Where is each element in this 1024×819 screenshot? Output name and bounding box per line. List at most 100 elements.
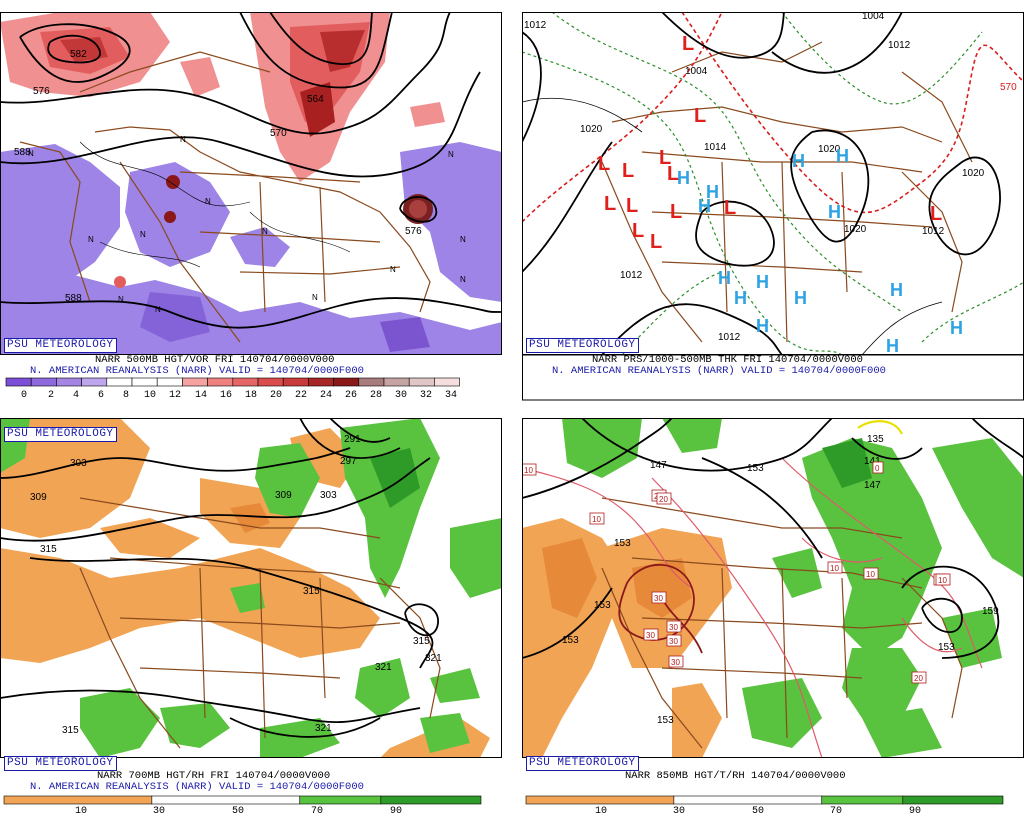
- vorticity-center-mark: N: [262, 227, 268, 236]
- colorbar-tick: 30: [672, 806, 686, 817]
- map-title: NARR 700MB HGT/RH FRI 140704/0000V000: [97, 770, 331, 782]
- colorbar-segment: [383, 377, 410, 387]
- isobar-label: 1014: [704, 142, 727, 153]
- contour-label: 564: [307, 94, 324, 105]
- temp-label: 20: [914, 674, 923, 683]
- contour-label: 576: [33, 86, 50, 97]
- colorbar-tick: 32: [419, 390, 433, 401]
- contour-label: 321: [375, 662, 392, 673]
- temp-label: 10: [938, 576, 947, 585]
- low-symbol: L: [670, 201, 682, 223]
- psu-meteorology-badge: PSU METEOROLOGY: [526, 338, 639, 353]
- colorbar-tick: 14: [194, 390, 208, 401]
- low-symbol: L: [598, 153, 610, 175]
- colorbar-segment: [5, 377, 32, 387]
- low-symbol: L: [622, 160, 634, 182]
- psu-meteorology-badge: PSU METEOROLOGY: [4, 756, 117, 771]
- colorbar-segment: [380, 795, 482, 805]
- colorbar: [5, 377, 460, 387]
- colorbar-segment: [282, 377, 309, 387]
- colorbar-segment: [673, 795, 823, 805]
- colorbar: [525, 795, 1004, 805]
- panel-850mb-temperature-humidity: 147 153 153 153 147 153 153 159 153 141 …: [522, 418, 1024, 818]
- high-symbol: H: [677, 168, 690, 188]
- contour-label: 153: [657, 715, 674, 726]
- contour-label: 582: [70, 49, 87, 60]
- high-symbol: H: [756, 316, 769, 336]
- vorticity-center-mark: N: [140, 230, 146, 239]
- isobar-label: 1020: [580, 124, 603, 135]
- contour-label: 147: [650, 460, 667, 471]
- contour-label: 309: [30, 492, 47, 503]
- colorbar-segment: [308, 377, 334, 387]
- temp-label: 30: [646, 631, 655, 640]
- colorbar-segment: [131, 377, 158, 387]
- panel-sea-level-pressure: 1012 1004 1004 1012 1020 1014 1020 1020 …: [522, 12, 1024, 412]
- high-symbol: H: [756, 272, 769, 292]
- low-symbol: L: [667, 163, 679, 185]
- low-symbol: L: [724, 197, 736, 219]
- map-valid-time: N. AMERICAN REANALYSIS (NARR) VALID = 14…: [552, 365, 886, 377]
- map-850mb: 147 153 153 153 147 153 153 159 153 141 …: [522, 418, 1024, 805]
- colorbar-tick: 34: [444, 390, 458, 401]
- high-pressure-centers: H H H H H H H H H H H H H H: [677, 146, 963, 356]
- colorbar-segment: [257, 377, 284, 387]
- low-symbol: L: [694, 105, 706, 127]
- contour-label: 159: [982, 606, 999, 617]
- colorbar-segment: [3, 795, 153, 805]
- colorbar-tick: 90: [389, 806, 403, 817]
- temp-label: 10: [524, 466, 533, 475]
- low-symbol: L: [626, 195, 638, 217]
- isobar-label: 1004: [862, 12, 885, 22]
- low-symbol: L: [632, 220, 644, 242]
- contour-label: 570: [270, 128, 287, 139]
- contour-label: 321: [425, 653, 442, 664]
- colorbar-tick-labels: 0 2 4 6 8 10 12 14 16 18 20 22 24 26 28 …: [0, 390, 502, 402]
- vorticity-center-mark: N: [28, 149, 34, 158]
- high-symbol: H: [950, 318, 963, 338]
- colorbar-segment: [207, 377, 234, 387]
- colorbar-tick: 16: [219, 390, 233, 401]
- panel-500mb-vorticity: 582 576 588 564 570 576 588 N N N N N N …: [0, 12, 502, 412]
- colorbar-segment: [182, 377, 208, 387]
- colorbar-tick-labels: 10 30 50 70 90: [0, 806, 502, 818]
- contour-label: 297: [340, 456, 357, 467]
- colorbar-tick: 0: [20, 390, 28, 401]
- panel-700mb-humidity: 303 309 315 291 297 309 303 315 315 321 …: [0, 418, 502, 818]
- colorbar-segment: [299, 795, 382, 805]
- high-symbol: H: [886, 336, 899, 356]
- colorbar-tick: 10: [143, 390, 157, 401]
- vorticity-center-mark: N: [460, 275, 466, 284]
- isobar-label: 1012: [524, 20, 547, 31]
- colorbar-tick: 22: [294, 390, 308, 401]
- colorbar-tick-labels: 10 30 50 70 90: [522, 806, 1024, 818]
- temp-label: 10: [830, 564, 839, 573]
- colorbar-tick: 30: [394, 390, 408, 401]
- high-symbol: H: [734, 288, 747, 308]
- map-title: NARR PRS/1000-500MB THK FRI 140704/0000V…: [592, 354, 863, 366]
- contour-label: 141: [864, 456, 881, 467]
- contour-label: 315: [413, 636, 430, 647]
- contour-label: 303: [70, 458, 87, 469]
- colorbar-tick: 2: [47, 390, 55, 401]
- contour-label: 153: [562, 635, 579, 646]
- colorbar-tick: 70: [829, 806, 843, 817]
- contour-label: 153: [594, 600, 611, 611]
- colorbar-segment: [821, 795, 904, 805]
- map-500mb: 582 576 588 564 570 576 588 N N N N N N …: [0, 12, 502, 387]
- colorbar-segment: [156, 377, 183, 387]
- contour-label: 291: [344, 434, 361, 445]
- contour-label: 135: [867, 434, 884, 445]
- low-symbol: L: [650, 231, 662, 253]
- contour-label: 147: [864, 480, 881, 491]
- colorbar-tick: 8: [122, 390, 130, 401]
- temp-label: 10: [866, 570, 875, 579]
- high-symbol: H: [792, 151, 805, 171]
- colorbar-tick: 30: [152, 806, 166, 817]
- temp-label: 30: [654, 594, 663, 603]
- isobar-label: 1020: [844, 224, 867, 235]
- psu-meteorology-badge: PSU METEOROLOGY: [4, 338, 117, 353]
- contour-label: 153: [938, 642, 955, 653]
- isobar-label: 1020: [818, 144, 841, 155]
- high-symbol: H: [828, 202, 841, 222]
